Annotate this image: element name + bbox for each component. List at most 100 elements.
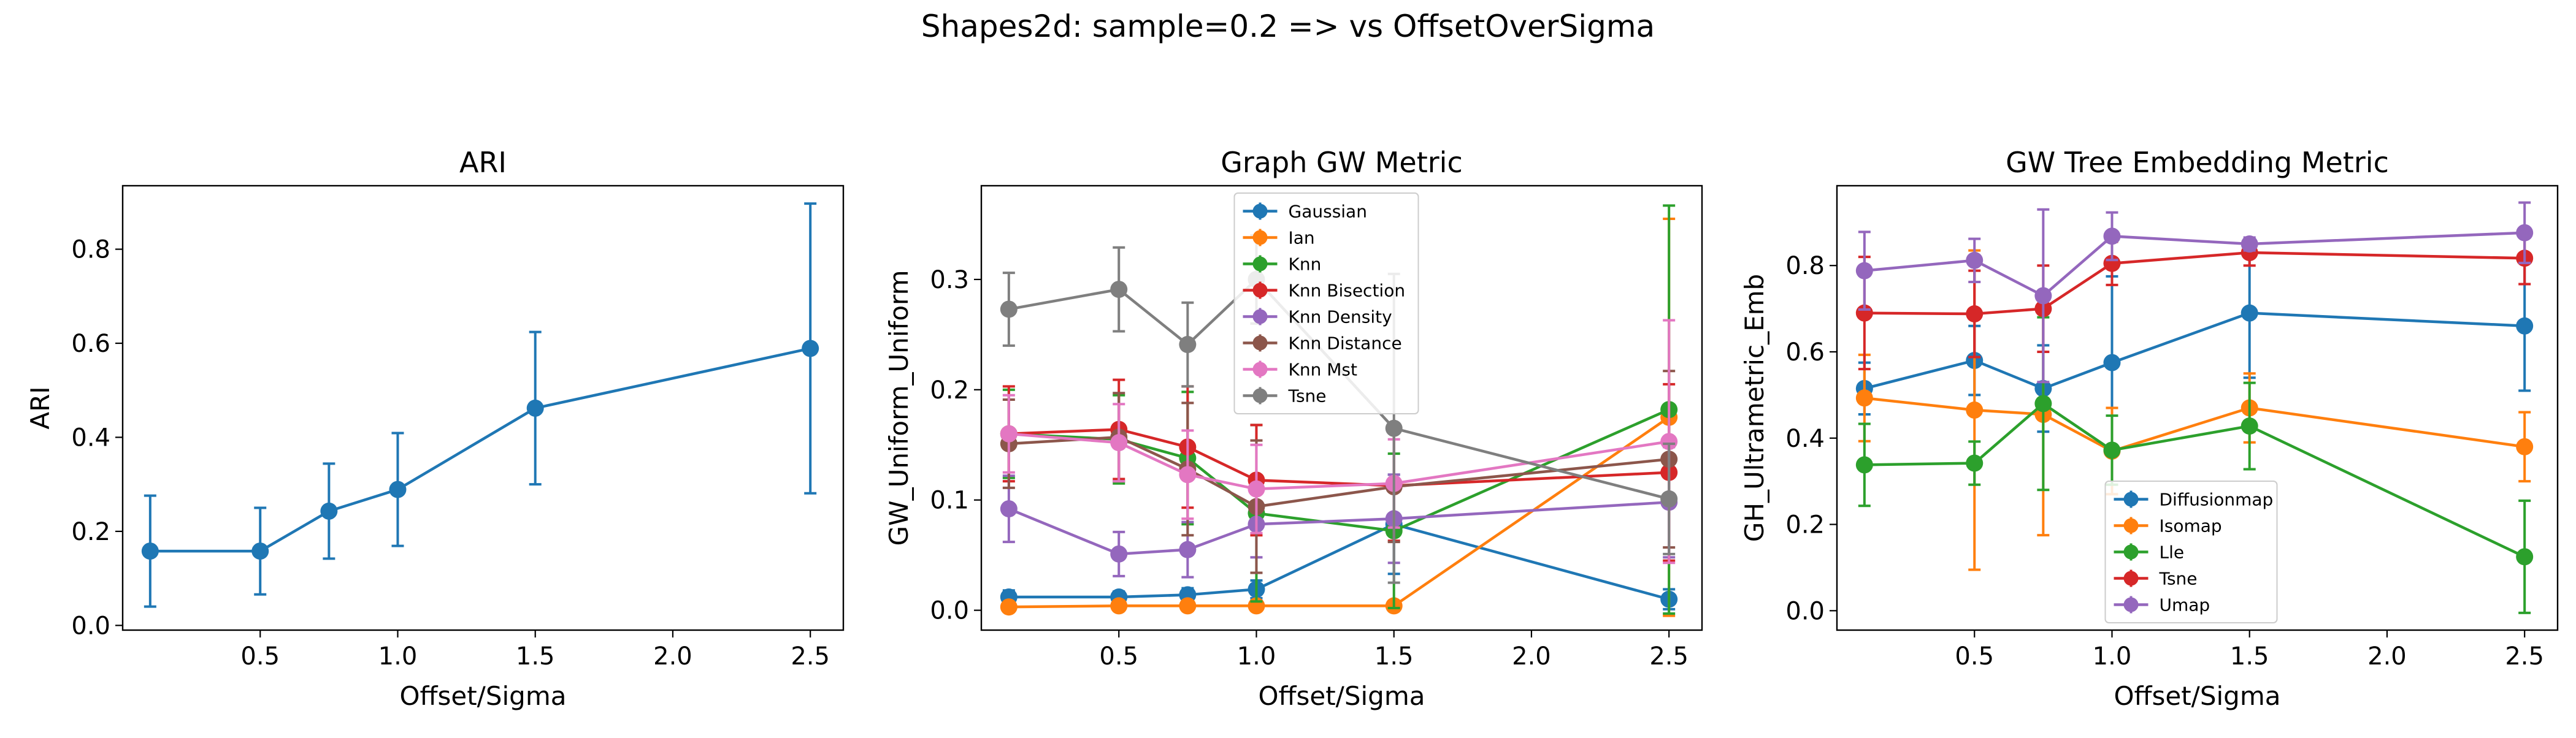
- series-line: [1008, 277, 1669, 501]
- legend-entry-knn: Knn: [1243, 254, 1321, 275]
- data-point: [320, 502, 338, 520]
- data-point: [526, 399, 544, 417]
- legend-marker: [2123, 571, 2139, 586]
- series-line: [1008, 416, 1670, 609]
- legend-marker: [1252, 362, 1268, 377]
- data-point: [141, 542, 159, 560]
- x-tick-label: 0.5: [1955, 642, 1994, 671]
- figure-suptitle: Shapes2d: sample=0.2 => vs OffsetOverSig…: [921, 9, 1655, 44]
- chart-title: ARI: [459, 146, 507, 179]
- plot-frame: [121, 184, 845, 631]
- data-point: [1110, 434, 1128, 452]
- legend-marker: [1252, 283, 1268, 298]
- x-tick-label: 2.0: [1512, 642, 1551, 671]
- legend-label: Ian: [1289, 228, 1315, 248]
- x-tick-label: 1.0: [378, 642, 418, 671]
- legend-label: Gaussian: [1289, 202, 1367, 222]
- data-point: [251, 542, 269, 560]
- x-axis-label: Offset/Sigma: [400, 681, 567, 711]
- y-tick-label: 0.0: [930, 597, 969, 625]
- y-tick-label: 0.2: [1785, 511, 1825, 539]
- legend-entry-umap: Umap: [2114, 595, 2210, 615]
- data-point: [1966, 305, 1984, 323]
- legend-entry-gaussian: Gaussian: [1243, 202, 1367, 222]
- data-point: [1179, 466, 1197, 484]
- legend-entry-isomap: Isomap: [2114, 516, 2222, 536]
- legend-label: Knn Mst: [1289, 360, 1358, 380]
- chart-1: ARI Offset/Sigma ARI 0.5 1.0 1.5 2.0 2.5 0.0 0.2 0…: [25, 146, 845, 711]
- series-line: [1864, 231, 2525, 298]
- y-tick-label: 0.8: [71, 236, 110, 264]
- data-point: [1000, 425, 1018, 443]
- legend-marker: [2123, 492, 2139, 507]
- data-point: [2516, 224, 2534, 242]
- data-point: [802, 340, 819, 357]
- legend-label: Tsne: [1288, 386, 1327, 406]
- x-tick-label: 0.5: [240, 642, 280, 671]
- legend: Diffusionmap Isomap Lle Tsne Umap: [2104, 481, 2278, 623]
- data-point: [1966, 454, 1984, 472]
- x-tick-label: 1.5: [516, 642, 555, 671]
- x-tick-label: 1.0: [1237, 642, 1276, 671]
- data-point: [2516, 548, 2534, 566]
- legend-marker: [1252, 230, 1268, 245]
- legend-marker: [2123, 544, 2139, 560]
- legend-entry-tsne: Tsne: [2114, 569, 2198, 589]
- series-line: [1008, 522, 1669, 601]
- data-point: [1660, 433, 1678, 451]
- legend-entry-knn-mst: Knn Mst: [1243, 360, 1358, 380]
- legend-entry-diffusionmap: Diffusionmap: [2114, 490, 2273, 510]
- y-tick-label: 0.4: [1785, 425, 1825, 453]
- data-point: [2516, 438, 2534, 455]
- y-tick-label: 0.2: [930, 376, 969, 405]
- y-tick-label: 0.6: [71, 330, 110, 358]
- data-point: [1855, 456, 1873, 474]
- data-point: [1000, 300, 1018, 318]
- legend-marker: [1252, 204, 1268, 219]
- legend-entry-knn-distance: Knn Distance: [1243, 333, 1402, 354]
- legend: Gaussian Ian Knn Knn Bisection Knn Density Kn…: [1233, 192, 1419, 414]
- series-knn-density: [1000, 446, 1678, 579]
- x-tick-label: 1.0: [2093, 642, 2132, 671]
- data-point: [1179, 336, 1197, 354]
- data-point: [389, 481, 407, 498]
- data-point: [2103, 441, 2121, 459]
- y-tick-label: 0.8: [1785, 252, 1825, 280]
- data-point: [2034, 287, 2052, 305]
- legend-marker: [2123, 597, 2139, 612]
- legend-label: Isomap: [2160, 516, 2222, 536]
- data-point: [2241, 417, 2258, 435]
- chart-panels: ARI Offset/Sigma ARI 0.5 1.0 1.5 2.0 2.5 0.0 0.2 0…: [25, 146, 2559, 711]
- data-point: [1110, 597, 1128, 615]
- legend-label: Tsne: [2159, 569, 2198, 589]
- legend-frame: [2104, 481, 2278, 623]
- x-tick-label: 2.0: [653, 642, 692, 671]
- x-axis-label: Offset/Sigma: [2114, 681, 2281, 711]
- chart-title: GW Tree Embedding Metric: [2006, 146, 2389, 179]
- chart-3: GW Tree Embedding Metric Offset/Sigma GH_U…: [1739, 146, 2559, 711]
- y-tick-label: 0.4: [71, 424, 110, 452]
- y-axis-label: GW_Uniform_Uniform: [884, 270, 914, 546]
- data-point: [1110, 545, 1128, 563]
- y-tick-label: 0.0: [71, 612, 110, 640]
- data-point: [2241, 235, 2258, 253]
- chart-title: Graph GW Metric: [1221, 146, 1462, 179]
- data-point: [2241, 304, 2258, 322]
- x-tick-label: 2.5: [1649, 642, 1689, 671]
- legend-label: Umap: [2160, 595, 2210, 615]
- legend-entry-knn-density: Knn Density: [1243, 307, 1392, 327]
- chart-2: Graph GW Metric Offset/Sigma GW_Uniform_Un…: [884, 146, 1703, 711]
- y-tick-label: 0.6: [1785, 338, 1825, 367]
- data-point: [1179, 597, 1197, 615]
- y-tick-label: 0.3: [930, 266, 969, 294]
- data-point: [1855, 262, 1873, 280]
- data-point: [1966, 401, 1984, 419]
- series-line: [1008, 501, 1669, 556]
- series-line: [1008, 432, 1669, 490]
- data-point: [1248, 480, 1265, 498]
- series-diffusionmap: [1855, 247, 2534, 451]
- legend-entry-ian: Ian: [1243, 228, 1315, 248]
- y-axis-label: GH_Ultrametric_Emb: [1739, 274, 1769, 542]
- plot-frame: [1836, 184, 2559, 631]
- data-point: [1966, 251, 1984, 269]
